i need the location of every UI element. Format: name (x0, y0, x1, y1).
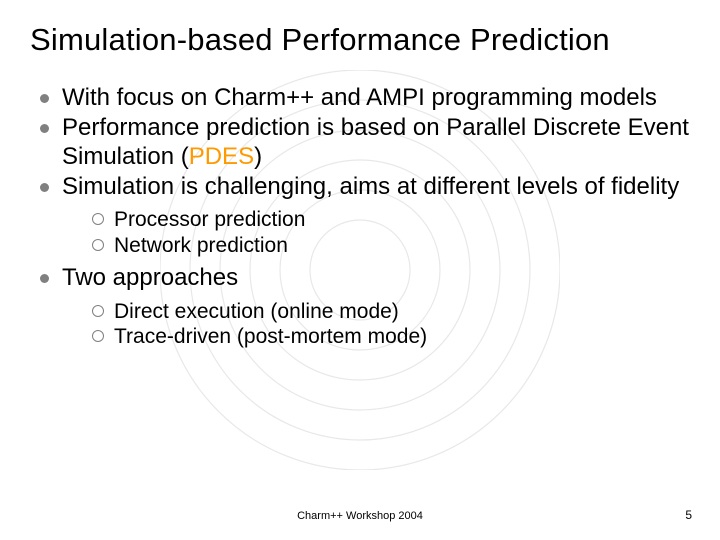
sub-bullet-text: Network prediction (114, 234, 288, 257)
bullet-text: Two approaches (62, 264, 238, 291)
footer-text: Charm++ Workshop 2004 (0, 510, 720, 522)
slide-title: Simulation-based Performance Prediction (30, 22, 690, 58)
bullet-text-part: Performance prediction is based on Paral… (62, 114, 689, 169)
bullet-item: Two approaches Direct execution (online … (36, 264, 690, 350)
bullet-item: With focus on Charm++ and AMPI programmi… (36, 84, 690, 112)
bullet-list-level2: Direct execution (online mode) Trace-dri… (90, 299, 690, 350)
sub-bullet-text: Direct execution (online mode) (114, 300, 399, 323)
bullet-text: With focus on Charm++ and AMPI programmi… (62, 84, 657, 111)
sub-bullet-item: Trace-driven (post-mortem mode) (90, 324, 690, 350)
bullet-text: Simulation is challenging, aims at diffe… (62, 173, 679, 200)
bullet-item: Simulation is challenging, aims at diffe… (36, 173, 690, 259)
sub-bullet-item: Direct execution (online mode) (90, 299, 690, 325)
bullet-item: Performance prediction is based on Paral… (36, 114, 690, 171)
bullet-text-accent: PDES (189, 143, 254, 170)
page-number: 5 (685, 508, 692, 522)
sub-bullet-item: Processor prediction (90, 207, 690, 233)
bullet-text-part: ) (254, 143, 262, 170)
bullet-list-level1: With focus on Charm++ and AMPI programmi… (36, 84, 690, 350)
bullet-list-level2: Processor prediction Network prediction (90, 207, 690, 258)
sub-bullet-text: Trace-driven (post-mortem mode) (114, 325, 427, 348)
sub-bullet-item: Network prediction (90, 233, 690, 259)
sub-bullet-text: Processor prediction (114, 208, 305, 231)
